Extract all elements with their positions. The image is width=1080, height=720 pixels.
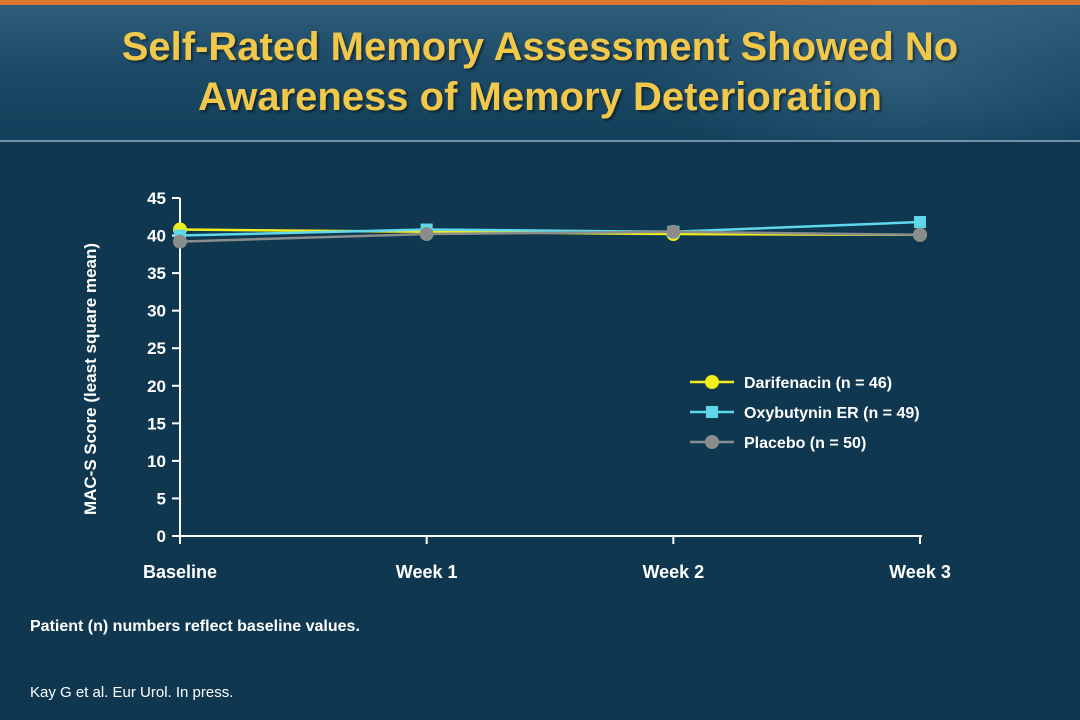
x-tick-label: Baseline [143, 562, 217, 582]
y-tick-label: 20 [147, 377, 166, 396]
top-accent-rule [0, 0, 1080, 5]
series-line [179, 220, 921, 237]
series-line [179, 230, 921, 243]
data-point [173, 234, 187, 249]
y-tick-label: 10 [147, 452, 166, 471]
x-tick-label: Week 3 [889, 562, 951, 582]
slide-title-line-2: Awareness of Memory Deterioration [198, 75, 882, 119]
legend-swatch-marker [705, 435, 719, 449]
y-tick-label: 45 [147, 189, 166, 208]
y-tick-label: 5 [157, 489, 166, 508]
data-point [913, 227, 927, 242]
data-point [666, 224, 681, 239]
data-point [914, 216, 926, 229]
legend-label: Placebo (n = 50) [744, 435, 866, 452]
y-axis-label: MAC-S Score (least square mean) [81, 243, 100, 515]
y-tick-label: 15 [147, 414, 166, 433]
y-tick-label: 35 [147, 264, 166, 283]
title-divider [0, 140, 1080, 142]
x-tick-label: Week 2 [642, 562, 704, 582]
x-tick-label: Week 1 [396, 562, 458, 582]
slide-title-line-1: Self-Rated Memory Assessment Showed No [121, 25, 959, 69]
y-tick-label: 25 [147, 339, 166, 358]
legend-label: Darifenacin (n = 46) [744, 375, 892, 392]
title-band [0, 5, 1080, 140]
data-point [419, 227, 434, 242]
legend-swatch-marker [705, 375, 719, 389]
legend-label: Oxybutynin ER (n = 49) [744, 405, 920, 422]
slide-title: Self-Rated Memory Assessment Showed No A… [0, 22, 1080, 122]
citation: Kay G et al. Eur Urol. In press. [30, 684, 234, 701]
footnote: Patient (n) numbers reflect baseline val… [30, 618, 360, 635]
y-tick-label: 30 [147, 302, 166, 321]
legend-swatch-marker [706, 406, 718, 418]
y-tick-label: 0 [157, 527, 166, 546]
y-tick-label: 40 [147, 227, 166, 246]
